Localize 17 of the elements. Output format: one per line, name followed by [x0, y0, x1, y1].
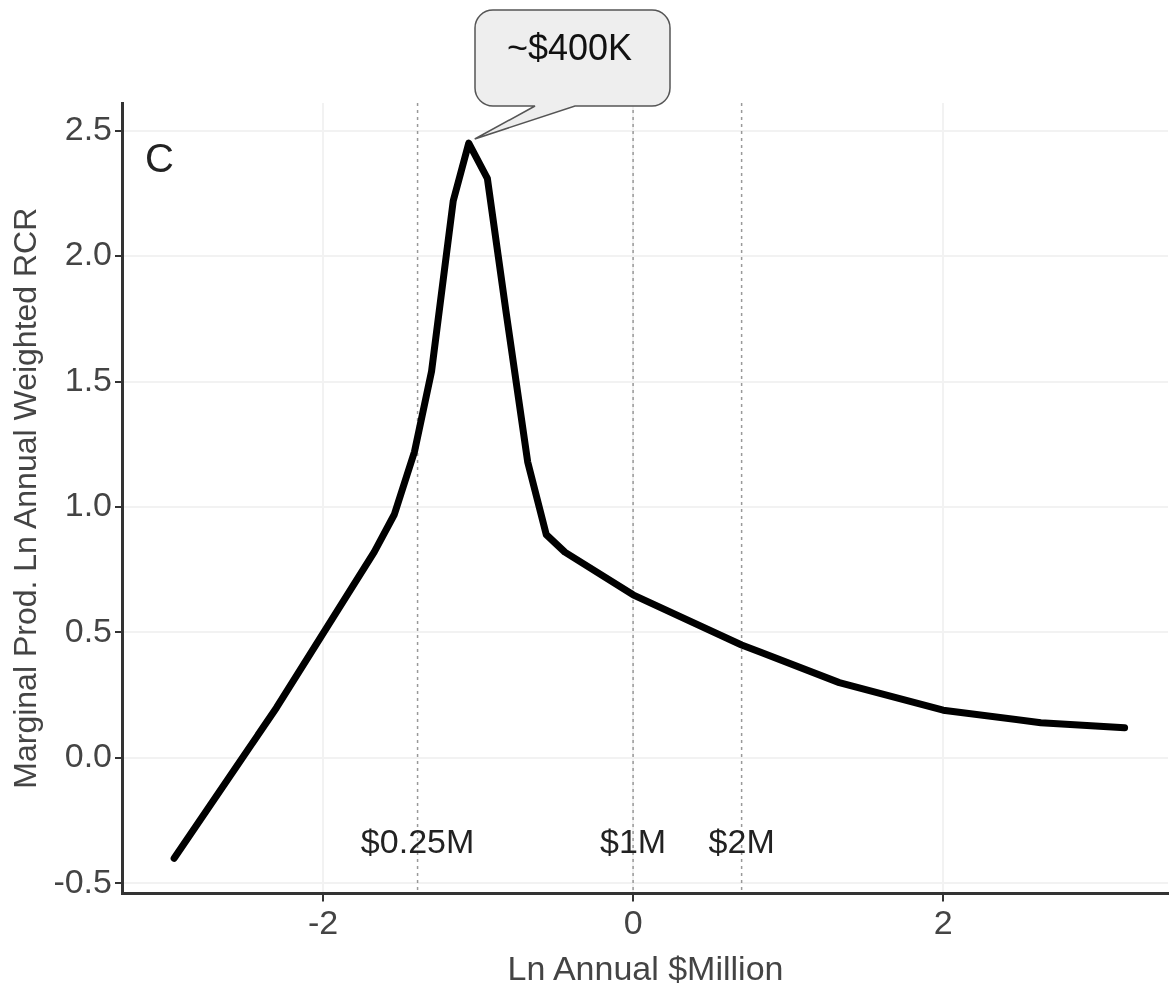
y-tick-label: 0.5 — [64, 610, 112, 649]
ref-line-label: $1M — [600, 821, 667, 860]
annotation: C — [144, 136, 174, 181]
ref-line-label: $2M — [708, 821, 775, 860]
annotation: ~$400K — [507, 26, 633, 70]
x-axis-title: Ln Annual $Million — [507, 948, 784, 987]
y-axis-title: Marginal Prod. Ln Annual Weighted RCR — [7, 207, 44, 789]
y-tick-label: 2.0 — [64, 234, 112, 273]
x-tick-label: 2 — [933, 903, 953, 942]
y-tick-label: 2.5 — [64, 108, 112, 147]
ref-line-label: $0.25M — [360, 821, 475, 860]
y-tick-label: -0.5 — [53, 861, 112, 900]
x-tick-label: -2 — [307, 903, 339, 942]
y-tick-label: 1.5 — [64, 359, 112, 398]
y-tick-label: 0.0 — [64, 736, 112, 775]
y-tick-label: 1.0 — [64, 485, 112, 524]
x-tick-label: 0 — [623, 903, 643, 942]
